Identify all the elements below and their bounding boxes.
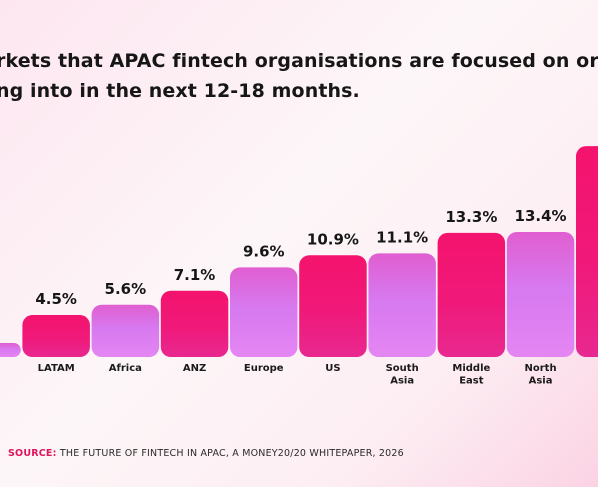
bar-9: [576, 146, 598, 357]
category-label-6-line-1: Asia: [390, 376, 414, 387]
bars-group: [0, 146, 598, 357]
value-label-5: 10.9%: [307, 230, 359, 248]
category-label-2-line-0: Africa: [109, 363, 142, 374]
value-label-2: 5.6%: [105, 280, 147, 298]
value-label-8: 13.4%: [515, 207, 567, 225]
bar-1: [22, 315, 90, 357]
value-labels-group: %4.5%5.6%7.1%9.6%10.9%11.1%13.3%13.4%22: [35, 207, 567, 308]
category-label-1-line-0: LATAM: [38, 363, 75, 374]
category-label-4-line-0: Europe: [244, 363, 284, 374]
bar-8: [506, 231, 575, 357]
bar-4: [230, 267, 298, 357]
bar-5: [299, 255, 367, 357]
value-label-6: 11.1%: [376, 228, 428, 246]
category-label-7-line-1: East: [459, 376, 484, 387]
chart-title-line-1: rkets that APAC fintech organisations ar…: [0, 50, 598, 72]
bar-chart: %4.5%5.6%7.1%9.6%10.9%11.1%13.3%13.4%22 …: [0, 146, 598, 387]
category-label-3-line-0: ANZ: [183, 363, 206, 374]
source-note: SOURCE: THE FUTURE OF FINTECH IN APAC, A…: [8, 448, 404, 459]
bar-7: [437, 232, 506, 357]
category-label-7-line-0: Middle: [452, 363, 490, 374]
source-label: SOURCE:: [8, 448, 57, 459]
value-label-3: 7.1%: [174, 266, 216, 284]
bar-0: [0, 343, 21, 357]
category-labels-group: sLATAMAfricaANZEuropeUSSouthAsiaMiddleEa…: [38, 363, 557, 387]
source-text: THE FUTURE OF FINTECH IN APAC, A MONEY20…: [59, 448, 404, 459]
bar-3: [160, 290, 229, 357]
category-label-5-line-0: US: [325, 363, 340, 374]
bar-2: [91, 304, 160, 357]
bar-6: [368, 253, 436, 357]
category-label-6-line-0: South: [386, 363, 419, 374]
category-label-8-line-1: Asia: [529, 376, 553, 387]
chart-title-line-2: ng into in the next 12-18 months.: [0, 80, 360, 102]
category-label-8-line-0: North: [525, 363, 557, 374]
chart-title: rkets that APAC fintech organisations ar…: [0, 46, 598, 106]
value-label-7: 13.3%: [445, 208, 497, 226]
value-label-4: 9.6%: [243, 242, 285, 260]
value-label-1: 4.5%: [35, 290, 77, 308]
